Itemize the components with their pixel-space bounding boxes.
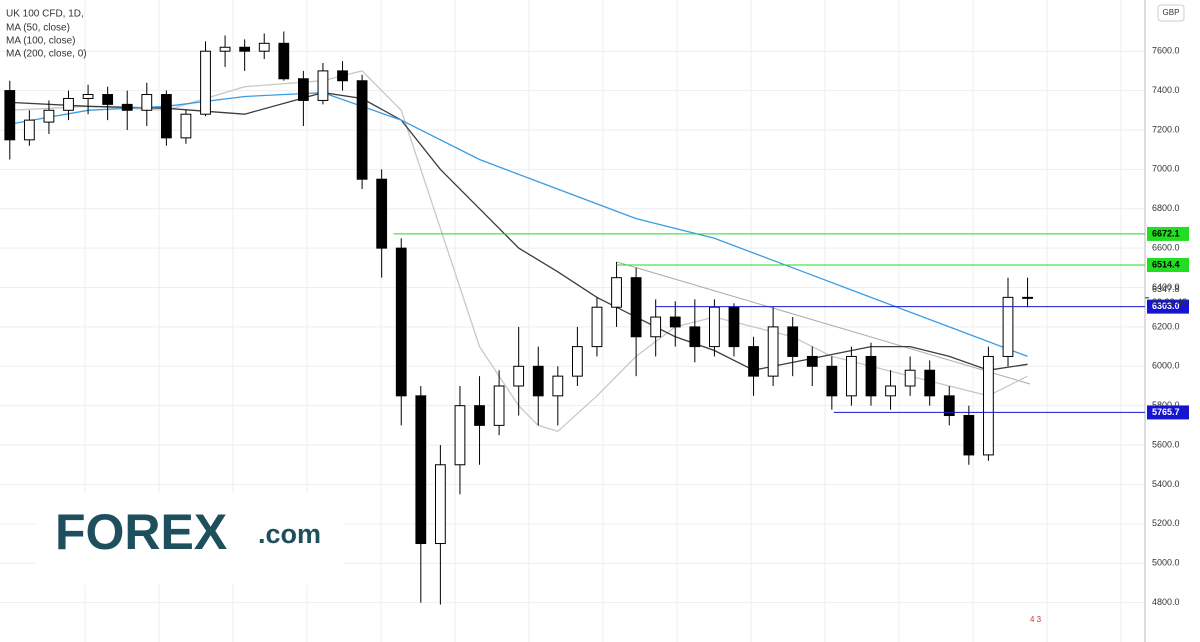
candle-body — [454, 405, 466, 466]
candle-body — [767, 326, 779, 377]
currency-box[interactable] — [1157, 4, 1185, 22]
y-tick-label: 5200.0 — [1152, 518, 1180, 528]
candle-body — [552, 375, 564, 397]
badge: 4 3 — [1030, 615, 1042, 624]
y-tick-label: 4800.0 — [1152, 597, 1180, 607]
last-price-label: 6347.8 — [1152, 284, 1180, 294]
candle-body — [885, 385, 896, 397]
candle-body — [337, 70, 348, 82]
candle-body — [4, 90, 16, 141]
y-tick-label: 5400.0 — [1152, 479, 1180, 489]
candle-body — [317, 70, 329, 101]
candle-body — [532, 365, 544, 397]
chart-title: UK 100 CFD, 1D, — [6, 9, 84, 20]
candle-body — [709, 306, 720, 348]
currency: GBP — [1163, 8, 1180, 17]
candle-body — [689, 326, 701, 348]
candle-body — [395, 247, 407, 397]
legend-entry: MA (50, close) — [6, 23, 70, 34]
candle-body — [983, 355, 994, 456]
candle-body — [239, 46, 251, 52]
candle-body — [865, 355, 877, 397]
y-tick-label: 5000.0 — [1152, 558, 1180, 568]
level-label-box — [1147, 405, 1189, 420]
candle-body — [278, 42, 290, 80]
logo-suffix: .com — [258, 519, 321, 549]
candle-body — [376, 178, 388, 249]
candle-body — [611, 277, 622, 308]
candle-body — [728, 306, 740, 348]
y-tick-label: 7600.0 — [1152, 46, 1180, 56]
candle-body — [630, 277, 642, 338]
logo-brand: FOREX — [55, 504, 227, 560]
candle-body — [846, 355, 857, 397]
level-label: 6514.4 — [1152, 259, 1180, 269]
level-label: 6672.1 — [1152, 228, 1180, 238]
y-tick-label: 5600.0 — [1152, 439, 1180, 449]
level-label-box — [1147, 226, 1189, 241]
y-tick-label: 6200.0 — [1152, 321, 1180, 331]
candle-body — [904, 369, 916, 387]
candle-body — [356, 80, 368, 180]
y-tick-label: 7000.0 — [1152, 164, 1180, 174]
candle-body — [924, 369, 936, 397]
y-tick-label: 5800.0 — [1152, 400, 1180, 410]
candle-body — [82, 94, 94, 99]
level-label: 5765.7 — [1152, 407, 1180, 417]
candle-body — [23, 119, 35, 141]
candle-body — [434, 464, 446, 545]
candle-body — [1002, 296, 1014, 357]
candle-body — [513, 365, 525, 387]
legend-entry: MA (200, close, 0) — [6, 49, 87, 60]
candle-body — [200, 50, 211, 115]
candle-body — [493, 385, 505, 426]
candle-body — [180, 113, 192, 139]
moving-average — [9, 91, 1028, 358]
candle-body — [297, 78, 309, 101]
candle-body — [43, 109, 55, 123]
candle-body — [806, 355, 818, 367]
candle-body — [141, 94, 153, 111]
candle-body — [826, 365, 838, 397]
level-label: 6303.0 — [1152, 301, 1180, 311]
candle-body — [572, 346, 583, 377]
y-tick-label: 6000.0 — [1152, 361, 1180, 371]
y-tick-label: 7400.0 — [1152, 85, 1180, 95]
candle-body — [787, 326, 799, 357]
logo-box — [35, 493, 345, 585]
trendline — [616, 261, 1031, 385]
candle-body — [591, 306, 603, 348]
candle-body — [1022, 296, 1033, 299]
y-tick-label: 6800.0 — [1152, 203, 1180, 213]
candle-body — [258, 42, 270, 52]
candle-body — [63, 97, 74, 111]
candle-body — [650, 316, 662, 338]
level-label-box — [1147, 257, 1189, 272]
y-tick-label: 7200.0 — [1152, 124, 1180, 134]
y-tick-label: 6400.0 — [1152, 282, 1180, 292]
candle-body — [963, 415, 975, 456]
y-tick-label: 6600.0 — [1152, 243, 1180, 253]
countdown: 03:22:48 — [1152, 297, 1187, 307]
level-label-box — [1147, 299, 1189, 314]
candle-body — [474, 405, 485, 426]
candle-body — [219, 46, 231, 52]
candle-body — [102, 94, 114, 105]
candle-body — [121, 103, 133, 111]
candle-body — [943, 395, 955, 417]
candle-body — [415, 395, 427, 545]
candle-body — [748, 346, 759, 377]
candle-body — [160, 94, 172, 139]
legend-entry: MA (100, close) — [6, 36, 75, 47]
moving-average — [9, 70, 1028, 433]
candle-body — [669, 316, 681, 328]
